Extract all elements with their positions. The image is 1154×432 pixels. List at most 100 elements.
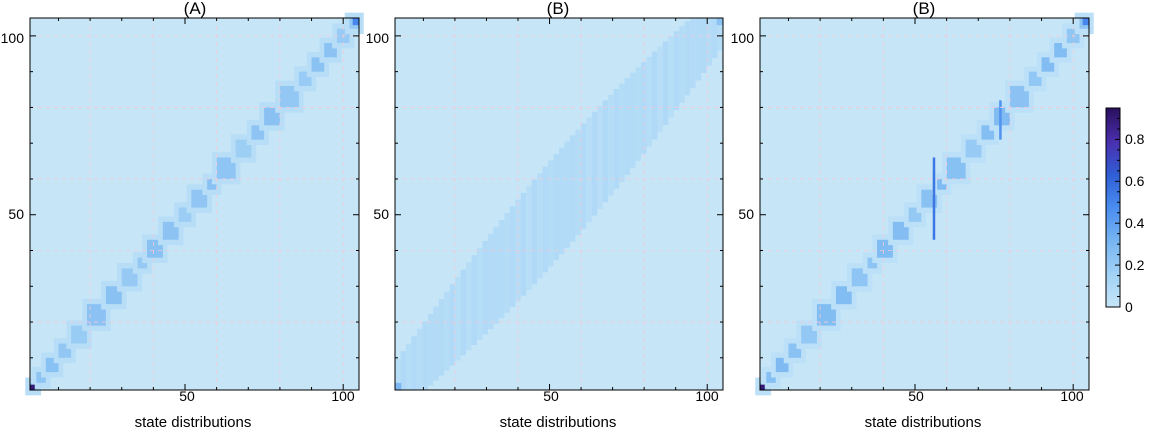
panel-title: (B) bbox=[913, 0, 936, 18]
heatmap-cell bbox=[712, 18, 718, 59]
heatmap-cell bbox=[526, 186, 532, 291]
heatmap-cell bbox=[591, 111, 598, 216]
x-tick-label-50: 50 bbox=[179, 388, 195, 404]
heatmap-cell bbox=[701, 18, 707, 74]
heatmap-cell bbox=[586, 117, 592, 223]
heatmap-cell bbox=[477, 248, 483, 340]
heatmap-cell bbox=[564, 141, 570, 248]
heatmap-cell bbox=[630, 72, 636, 168]
heatmap-cell bbox=[395, 382, 402, 390]
y-tick-label-100: 100 bbox=[366, 30, 390, 46]
x-tick-label-100: 100 bbox=[695, 388, 719, 404]
plot-frame bbox=[29, 17, 360, 391]
heatmap-cell bbox=[760, 384, 765, 390]
heatmap-cell bbox=[1009, 85, 1029, 108]
heatmap-cell bbox=[531, 179, 538, 285]
heatmap-cells bbox=[25, 12, 364, 396]
heatmap-cell bbox=[597, 105, 603, 210]
heatmap-cells bbox=[395, 18, 723, 390]
heatmap-cell bbox=[690, 18, 696, 88]
heatmap-cell bbox=[493, 226, 499, 324]
heatmap-cell bbox=[455, 276, 461, 361]
heatmap-cell bbox=[520, 192, 527, 296]
heatmap-cell bbox=[537, 173, 543, 279]
heatmap-cell bbox=[1082, 18, 1089, 26]
colorbar-tick-label: 0.2 bbox=[1125, 257, 1145, 273]
heatmap-cell bbox=[559, 147, 565, 255]
heatmap-cell bbox=[433, 306, 439, 381]
colorbar-tick-label: 0.8 bbox=[1125, 131, 1145, 147]
heatmap-cell bbox=[673, 31, 680, 111]
heatmap-cell bbox=[553, 153, 559, 261]
heatmap-cell bbox=[668, 36, 674, 118]
heatmap-cell bbox=[395, 358, 401, 390]
heatmap-cell bbox=[651, 51, 658, 140]
heatmap-cell bbox=[422, 321, 428, 390]
x-axis-label: state distributions bbox=[135, 414, 252, 431]
heatmap-cell bbox=[569, 135, 576, 242]
heatmap-cell bbox=[427, 313, 434, 386]
heatmap-cell bbox=[706, 18, 713, 66]
axis-ticks bbox=[395, 18, 723, 390]
heatmap-streak bbox=[932, 157, 936, 240]
heatmap-cell bbox=[613, 89, 620, 189]
heatmap-cell bbox=[449, 284, 456, 366]
heatmap-cell bbox=[279, 85, 299, 108]
heatmap-cell bbox=[766, 372, 776, 383]
y-tick-label-50: 50 bbox=[8, 206, 24, 222]
heatmap-panel-a: (A) 100 50 50 100 state distributions bbox=[1, 0, 364, 431]
heatmap-cell bbox=[411, 336, 417, 390]
heatmap-cell bbox=[444, 291, 450, 371]
heatmap-cell bbox=[438, 298, 445, 376]
heatmap-cell bbox=[624, 78, 631, 175]
x-tick-label-100: 100 bbox=[331, 388, 355, 404]
heatmap-cell bbox=[657, 46, 663, 133]
plot-frame bbox=[759, 17, 1090, 391]
heatmap-cell bbox=[471, 255, 477, 345]
heatmap-cell bbox=[36, 372, 46, 383]
heatmap-cell bbox=[716, 18, 723, 26]
colorbar-ticks bbox=[1115, 117, 1120, 308]
heatmap-cell bbox=[416, 328, 423, 390]
grid-lines bbox=[30, 18, 359, 390]
y-tick-label-100: 100 bbox=[731, 30, 755, 46]
heatmap-cell bbox=[542, 166, 549, 273]
heatmap-cell bbox=[684, 21, 691, 96]
axis-ticks bbox=[760, 18, 1089, 390]
heatmap-cell bbox=[602, 100, 609, 203]
panel-title: (A) bbox=[184, 0, 207, 18]
x-tick-label-100: 100 bbox=[1060, 388, 1084, 404]
colorbar-tick-label: 0.6 bbox=[1125, 173, 1145, 189]
x-axis-label: state distributions bbox=[865, 414, 982, 431]
y-tick-label-100: 100 bbox=[1, 30, 25, 46]
heatmap-panel-b: (B) 100 50 50 100 state distributions bbox=[366, 0, 724, 431]
heatmap-cell bbox=[641, 62, 647, 154]
heatmap-cell bbox=[548, 160, 554, 267]
heatmap-cell bbox=[487, 233, 494, 330]
heatmap-cell bbox=[608, 94, 614, 196]
colorbar: 0 0.2 0.4 0.6 0.8 bbox=[1105, 107, 1145, 315]
axis-ticks bbox=[30, 18, 359, 390]
heatmap-cell bbox=[509, 206, 516, 308]
heatmap-cell bbox=[466, 262, 472, 351]
heatmap-panel-c: (B) 100 50 50 100 state distributions bbox=[731, 0, 1094, 431]
y-tick-label-50: 50 bbox=[373, 206, 389, 222]
heatmap-cell bbox=[619, 83, 625, 182]
heatmap-cell bbox=[662, 41, 669, 125]
heatmap-cell bbox=[460, 269, 467, 356]
heatmap-streak bbox=[999, 100, 1002, 140]
heatmap-cell bbox=[575, 129, 581, 236]
y-tick-label-50: 50 bbox=[738, 206, 754, 222]
panel-title: (B) bbox=[547, 0, 570, 18]
heatmap-cell bbox=[695, 18, 702, 81]
heatmap-cell bbox=[635, 67, 641, 161]
x-tick-label-50: 50 bbox=[908, 388, 924, 404]
heatmap-cell bbox=[498, 219, 505, 319]
grid-lines bbox=[395, 18, 723, 390]
x-axis-label: state distributions bbox=[500, 414, 617, 431]
heatmap-cell bbox=[717, 18, 723, 51]
colorbar-tick-label: 0.4 bbox=[1125, 215, 1145, 231]
heatmap-cell bbox=[646, 56, 652, 147]
plot-frame bbox=[394, 17, 724, 391]
